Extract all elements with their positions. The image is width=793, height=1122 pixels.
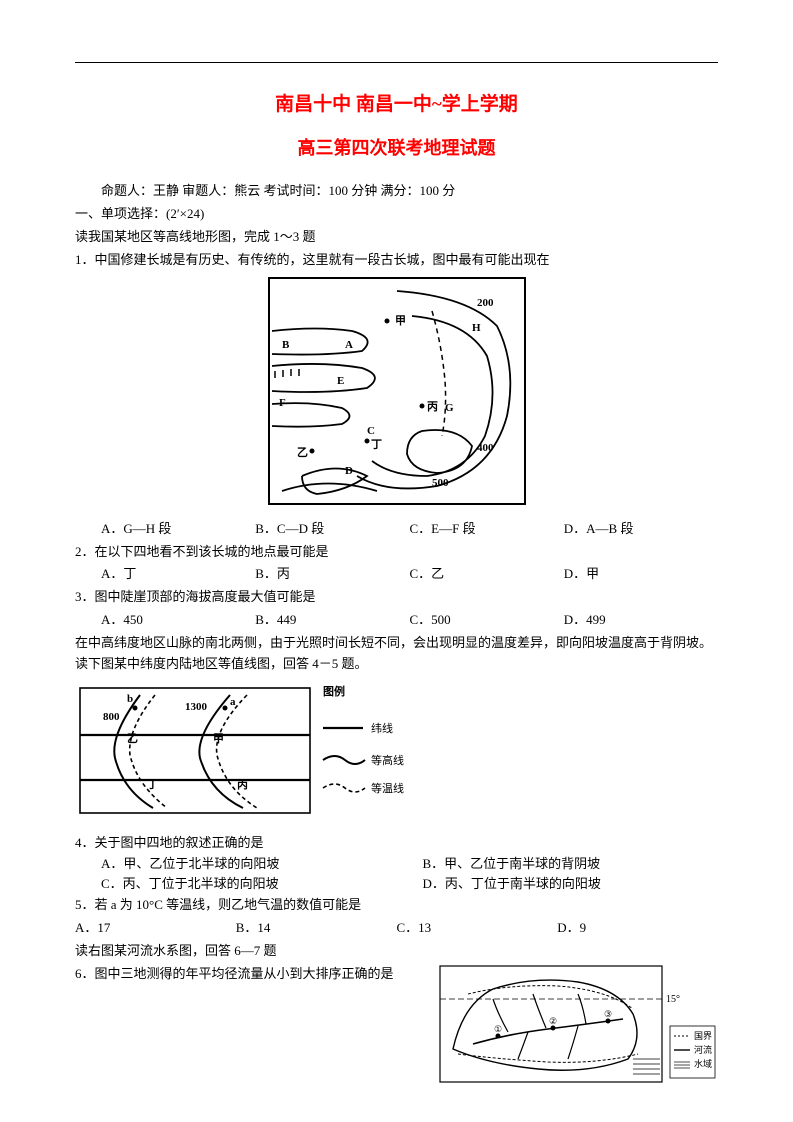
label-B: B — [282, 339, 290, 351]
value-1300: 1300 — [185, 701, 208, 713]
figure-2-isoline: b a 800 1300 乙 甲 丁 丙 图例 纬线 等高线 等温线 — [75, 680, 718, 828]
label-bing: 丙 — [427, 400, 438, 413]
block2-intro: 在中高纬度地区山脉的南北两侧，由于光照时间长短不同，会出现明显的温度差异，即向阳… — [75, 633, 718, 675]
q2-opt-d: D．甲 — [564, 564, 718, 585]
q1-opt-b: B．C—D 段 — [255, 519, 409, 540]
legend-contour: 等高线 — [371, 753, 404, 767]
q4-options: A．甲、乙位于北半球的向阳坡 B．甲、乙位于南半球的背阴坡 C．丙、丁位于北半球… — [75, 854, 718, 896]
label-ding2: 丁 — [147, 778, 158, 791]
q5-opt-d: D．9 — [557, 918, 718, 939]
label-H: H — [472, 322, 481, 334]
label-jia: 甲 — [395, 314, 406, 327]
legend-river: 河流 — [694, 1044, 712, 1055]
label-yi: 乙 — [297, 446, 308, 459]
svg-text:②: ② — [549, 1016, 557, 1026]
label-bing2: 丙 — [237, 778, 248, 791]
legend-border: 国界 — [694, 1031, 712, 1041]
q5-opt-c: C．13 — [397, 918, 558, 939]
block1-instruction: 读我国某地区等高线地形图，完成 1～3 题 — [75, 227, 718, 248]
label-F: F — [279, 397, 286, 409]
q1-opt-c: C．E—F 段 — [410, 519, 564, 540]
legend-isotherm: 等温线 — [371, 781, 404, 795]
title-main: 南昌十中 南昌一中~学上学期 — [75, 90, 718, 120]
q4-opt-a: A．甲、乙位于北半球的向阳坡 — [75, 854, 397, 875]
question-4: 4．关于图中四地的叙述正确的是 — [75, 833, 718, 854]
title-sub: 高三第四次联考地理试题 — [75, 134, 718, 163]
q3-opt-a: A．450 — [101, 610, 255, 631]
q2-options: A．丁 B．丙 C．乙 D．甲 — [75, 564, 718, 585]
q5-opt-a: A．17 — [75, 918, 236, 939]
label-E: E — [337, 375, 344, 387]
label-a: a — [230, 696, 236, 708]
q4-opt-b: B．甲、乙位于南半球的背阴坡 — [397, 854, 719, 875]
contour-200: 200 — [477, 297, 494, 309]
q4-opt-c: C．丙、丁位于北半球的向阳坡 — [75, 874, 397, 895]
question-6: 6．图中三地测得的年平均径流量从小到大排序正确的是 — [75, 964, 438, 985]
q5-opt-b: B．14 — [236, 918, 397, 939]
block3-instruction: 读右图某河流水系图，回答 6—7 题 — [75, 941, 718, 962]
figure-1-contour-map: 甲 乙 丙 丁 A B C D E F G H 200 400 500 — [75, 276, 718, 514]
label-ding: 丁 — [371, 438, 382, 451]
legend-title: 图例 — [323, 684, 345, 698]
label-jia2: 甲 — [213, 732, 224, 745]
q3-opt-d: D．499 — [564, 610, 718, 631]
lat-15: 15° — [666, 994, 680, 1005]
question-3: 3．图中陡崖顶部的海拔高度最大值可能是 — [75, 587, 718, 608]
label-G: G — [445, 402, 454, 414]
section-1-head: 一、单项选择：(2′×24) — [75, 204, 718, 225]
label-yi2: 乙 — [127, 732, 138, 745]
contour-500: 500 — [432, 477, 449, 489]
q2-opt-b: B．丙 — [255, 564, 409, 585]
q2-opt-c: C．乙 — [410, 564, 564, 585]
svg-text:③: ③ — [604, 1009, 612, 1019]
q4-opt-d: D．丙、丁位于南半球的向阳坡 — [397, 874, 719, 895]
legend-water: 水域 — [694, 1058, 712, 1069]
question-5: 5．若 a 为 10°C 等温线，则乙地气温的数值可能是 — [75, 895, 718, 916]
q2-opt-a: A．丁 — [101, 564, 255, 585]
contour-400: 400 — [477, 442, 494, 454]
q5-options: A．17 B．14 C．13 D．9 — [75, 918, 718, 939]
label-A: A — [345, 339, 353, 351]
label-D: D — [345, 465, 353, 477]
legend-latitude: 纬线 — [371, 721, 393, 735]
question-2: 2．在以下四地看不到该长城的地点最可能是 — [75, 542, 718, 563]
q1-opt-a: A．G—H 段 — [101, 519, 255, 540]
q3-opt-c: C．500 — [410, 610, 564, 631]
label-b: b — [127, 693, 133, 705]
label-C: C — [367, 425, 375, 437]
exam-meta: 命题人：王静 审题人：熊云 考试时间：100 分钟 满分：100 分 — [75, 181, 718, 202]
value-800: 800 — [103, 711, 120, 723]
q1-opt-d: D．A—B 段 — [564, 519, 718, 540]
question-1: 1．中国修建长城是有历史、有传统的，这里就有一段古长城，图中最有可能出现在 — [75, 250, 718, 271]
q3-opt-b: B．449 — [255, 610, 409, 631]
figure-3-river-map: ① ② ③ 15° 国界 河流 水域 — [438, 964, 718, 1092]
svg-text:①: ① — [494, 1024, 502, 1034]
q3-options: A．450 B．449 C．500 D．499 — [75, 610, 718, 631]
q1-options: A．G—H 段 B．C—D 段 C．E—F 段 D．A—B 段 — [75, 519, 718, 540]
